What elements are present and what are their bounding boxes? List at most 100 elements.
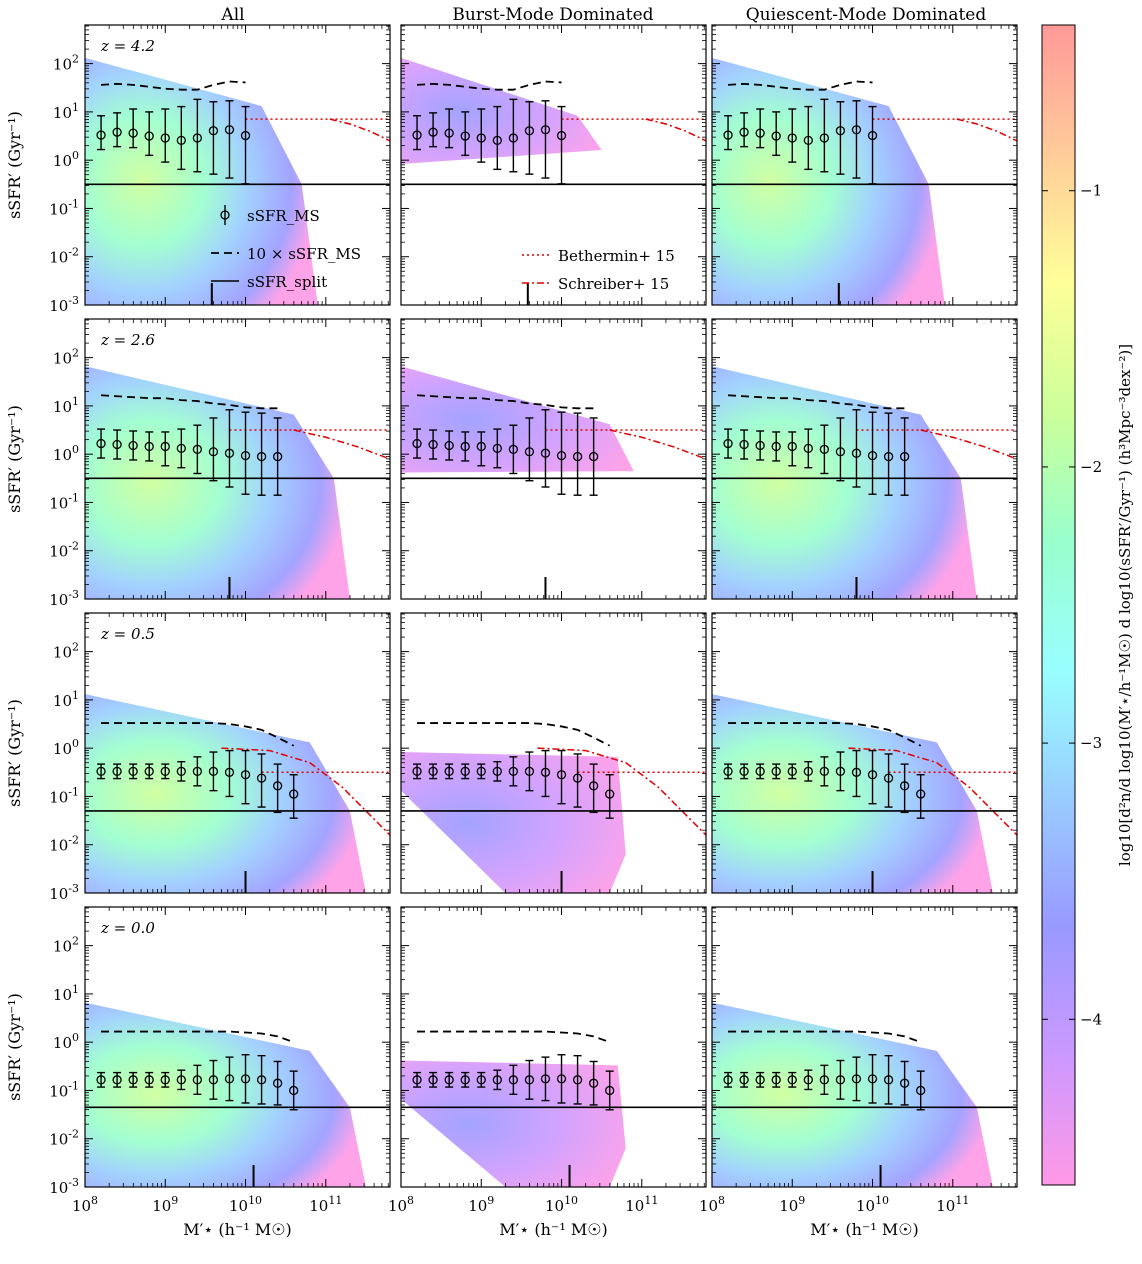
ms-point: [867, 411, 878, 495]
column-title-burst: Burst-Mode Dominated: [452, 5, 653, 25]
y-tick-label: 102: [53, 347, 79, 368]
ms-point: [192, 756, 203, 787]
y-tick-label: 100: [53, 1031, 79, 1052]
ms-point: [112, 1071, 122, 1088]
colorbar-tick-label: −3: [1080, 734, 1102, 752]
y-tick-label: 10-1: [49, 197, 79, 218]
panel-quiescent-z0p5: [711, 612, 1018, 894]
ms-point: [144, 1071, 154, 1088]
density-contours: [401, 366, 634, 473]
ms-point: [899, 763, 910, 814]
ms-point: [803, 1069, 813, 1091]
schreiber-line: [537, 747, 706, 836]
redshift-label: z = 2.6: [100, 331, 155, 349]
ms-point: [144, 763, 154, 780]
ms-point: [803, 428, 813, 469]
panel-all-z0p5: 10-3 10-2 10-1 100 101 102 sSFR′ (Gyr⁻¹) z = 0.…: [5, 612, 391, 903]
ms-x10-line: [417, 1030, 610, 1044]
ms-point: [289, 1070, 299, 1111]
ms-point: [835, 1059, 846, 1100]
svg-text:Schreiber+ 15: Schreiber+ 15: [558, 275, 669, 293]
column-title-all: All: [220, 5, 244, 25]
ms-point: [739, 763, 749, 780]
ms-point: [412, 1071, 422, 1088]
ms-point: [755, 1071, 765, 1088]
svg-text:Bethermin+ 15: Bethermin+ 15: [558, 247, 675, 265]
panel-quiescent-z4p2: [711, 24, 1018, 306]
ms-point: [160, 1071, 170, 1088]
svg-text:sSFR_MS: sSFR_MS: [247, 207, 320, 225]
ms-point: [128, 108, 138, 149]
x-tick-label: 1011: [309, 1194, 342, 1215]
ms-point: [771, 763, 781, 780]
x-tick-label: 109: [468, 1194, 494, 1215]
ms-point: [739, 429, 749, 460]
ms-point: [96, 428, 106, 459]
ms-point: [208, 1059, 219, 1100]
ms-point: [508, 756, 519, 787]
y-axis-label: sSFR′ (Gyr⁻¹): [5, 993, 24, 1101]
panel-burst-z0p5: [400, 612, 707, 894]
density-contours: [712, 57, 945, 305]
ms-point: [508, 1064, 519, 1096]
ms-x10-line: [416, 394, 594, 410]
colorbar-label: log10[d²n/d log10(M′⋆/h⁻¹M☉) d log10(sSF…: [1116, 344, 1134, 866]
y-tick-label: 100: [53, 443, 79, 464]
schreiber-line: [920, 429, 1017, 460]
ms-point: [883, 1054, 894, 1105]
schreiber-line: [848, 747, 1017, 836]
ms-point: [176, 760, 186, 782]
ms-point: [508, 98, 519, 173]
y-tick-label: 10-1: [49, 491, 79, 512]
density-contours: [85, 57, 318, 305]
ms-point: [771, 431, 781, 462]
ms-point: [787, 431, 797, 467]
density-contours: [401, 57, 602, 165]
ms-point: [128, 430, 138, 461]
ms-point: [588, 417, 599, 496]
ms-point: [460, 431, 470, 462]
ms-point: [556, 105, 567, 185]
panel-burst-z4p2: Bethermin+ 15 Schreiber+ 15: [400, 24, 707, 306]
ms-point: [508, 424, 519, 475]
panel-all-z0p0: 10-3 10-2 10-1 100 101 102 sSFR′ (Gyr⁻¹) z = 0.…: [5, 906, 391, 1239]
ms-point: [803, 105, 813, 171]
ms-point: [444, 430, 454, 461]
ms-point: [867, 1054, 878, 1104]
x-tick-label: 1011: [625, 1194, 658, 1215]
ms-point: [160, 108, 170, 163]
y-tick-label: 100: [53, 149, 79, 170]
schreiber-line: [329, 118, 390, 142]
ms-point: [192, 424, 203, 475]
y-tick-label: 10-1: [49, 785, 79, 806]
ms-point: [771, 1071, 781, 1088]
ms-point: [112, 763, 122, 780]
y-tick-label: 101: [53, 395, 79, 416]
ms-point: [524, 1059, 535, 1100]
x-tick-label: 1010: [856, 1194, 889, 1215]
ms-point: [755, 763, 765, 780]
y-tick-label: 10-3: [49, 588, 79, 609]
ms-point: [240, 411, 251, 495]
ms-point: [160, 763, 170, 780]
ms-point: [755, 108, 765, 149]
ms-point: [851, 100, 862, 179]
schreiber-line: [221, 747, 390, 836]
y-tick-label: 10-3: [49, 294, 79, 315]
ms-point: [588, 763, 599, 814]
panel-quiescent-z0p0: 108 109 1010 1011 M′⋆ (h⁻¹ M☉): [699, 906, 1018, 1239]
colorbar-tick-label: −1: [1080, 182, 1102, 200]
ms-point: [723, 115, 733, 151]
ms-point: [524, 101, 535, 175]
ms-point: [787, 1071, 797, 1088]
redshift-label: z = 4.2: [100, 37, 155, 55]
panel-burst-z2p6: [400, 318, 707, 600]
density-contours: [712, 366, 977, 599]
ms-x10-line: [727, 80, 873, 91]
y-tick-label: 102: [53, 935, 79, 956]
ms-point: [412, 763, 422, 780]
ms-point: [771, 111, 781, 157]
ms-point: [556, 411, 567, 495]
ms-point: [572, 1054, 583, 1105]
